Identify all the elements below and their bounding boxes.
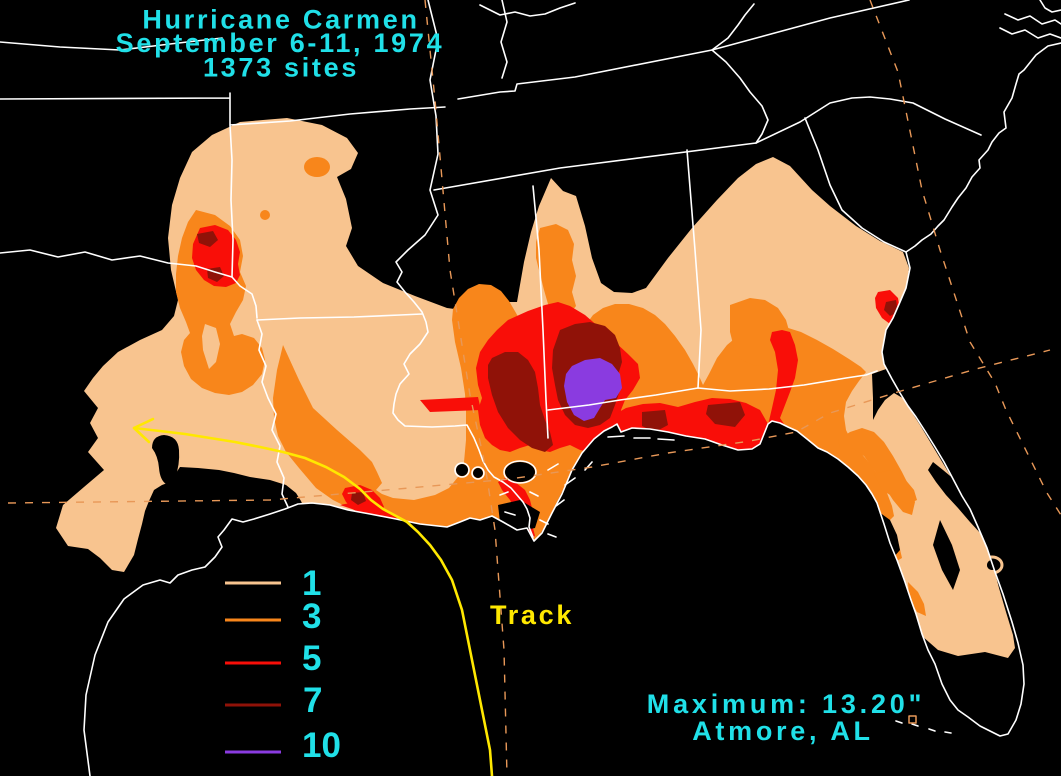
svg-text:3: 3	[302, 597, 321, 636]
svg-text:1373 sites: 1373 sites	[203, 53, 359, 83]
svg-text:7: 7	[303, 681, 322, 720]
svg-text:Atmore, AL: Atmore, AL	[692, 716, 874, 746]
svg-text:5: 5	[302, 639, 321, 678]
svg-text:September 6-11, 1974: September 6-11, 1974	[116, 28, 445, 58]
svg-text:Maximum: 13.20": Maximum: 13.20"	[647, 689, 925, 719]
svg-text:1: 1	[302, 564, 321, 603]
svg-text:Hurricane Carmen: Hurricane Carmen	[142, 5, 419, 35]
svg-text:10: 10	[302, 726, 341, 765]
svg-text:Track: Track	[490, 600, 574, 630]
